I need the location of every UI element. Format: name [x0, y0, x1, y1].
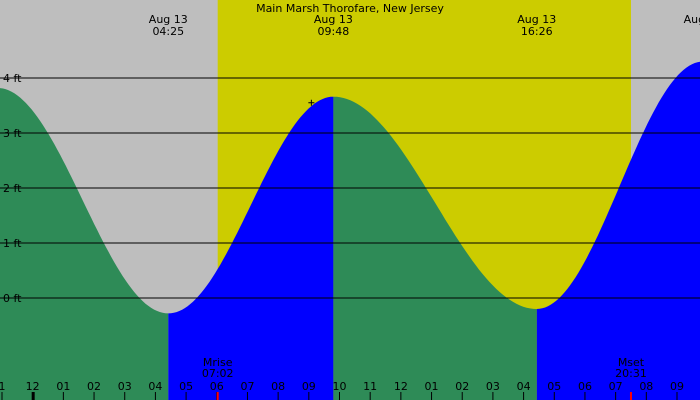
hour-tick-label: 03	[118, 380, 132, 393]
hour-tick-label: 02	[87, 380, 101, 393]
y-tick-label: 3 ft	[3, 127, 22, 140]
hour-tick-label: 1	[0, 380, 6, 393]
tide-event-date: Aug 13	[314, 13, 353, 26]
falling-tide-area	[0, 88, 169, 400]
hour-tick-label: 11	[363, 380, 377, 393]
moonrise-label: Mrise	[203, 356, 233, 369]
rising-tide-area	[168, 96, 334, 400]
hour-tick-label: 03	[486, 380, 500, 393]
hour-tick-label: 09	[302, 380, 316, 393]
hour-tick-label: 04	[517, 380, 531, 393]
hour-tick-label: 01	[56, 380, 70, 393]
falling-tide-area	[333, 96, 537, 400]
hour-tick-label: 01	[425, 380, 439, 393]
now-marker	[308, 99, 315, 106]
hour-tick-label: 02	[455, 380, 469, 393]
tide-event-time: 16:26	[521, 25, 553, 38]
tide-event-time: 09:48	[318, 25, 350, 38]
current-hour-marker	[31, 392, 35, 400]
y-tick-label: 1 ft	[3, 237, 22, 250]
moonset-time: 20:31	[615, 367, 647, 380]
hour-tick-label: 12	[26, 380, 40, 393]
hour-tick-label: 08	[639, 380, 653, 393]
chart-title: Main Marsh Thorofare, New Jersey	[256, 2, 444, 15]
tide-event-date: Aug 13	[149, 13, 188, 26]
hour-tick-label: 07	[609, 380, 623, 393]
hour-tick-label: 05	[547, 380, 561, 393]
moonset-label: Mset	[618, 356, 645, 369]
hour-tick-label: 04	[148, 380, 162, 393]
y-tick-label: 4 ft	[3, 72, 22, 85]
hour-tick-label: 06	[578, 380, 592, 393]
hour-tick-label: 05	[179, 380, 193, 393]
hour-tick-label: 08	[271, 380, 285, 393]
tide-event-date: Aug 13	[684, 13, 700, 26]
gridlines	[0, 77, 700, 299]
y-tick-label: 2 ft	[3, 182, 22, 195]
rising-tide-area	[536, 61, 700, 400]
y-tick-label: 0 ft	[3, 292, 22, 305]
moonrise-time: 07:02	[202, 367, 234, 380]
hour-tick-label: 07	[240, 380, 254, 393]
hour-tick-label: 10	[333, 380, 347, 393]
tide-event-time: 04:25	[152, 25, 184, 38]
tide-areas	[0, 61, 700, 400]
hour-tick-label: 12	[394, 380, 408, 393]
tide-event-date: Aug 13	[517, 13, 556, 26]
hour-tick-label: 06	[210, 380, 224, 393]
hour-tick-label: 09	[670, 380, 684, 393]
